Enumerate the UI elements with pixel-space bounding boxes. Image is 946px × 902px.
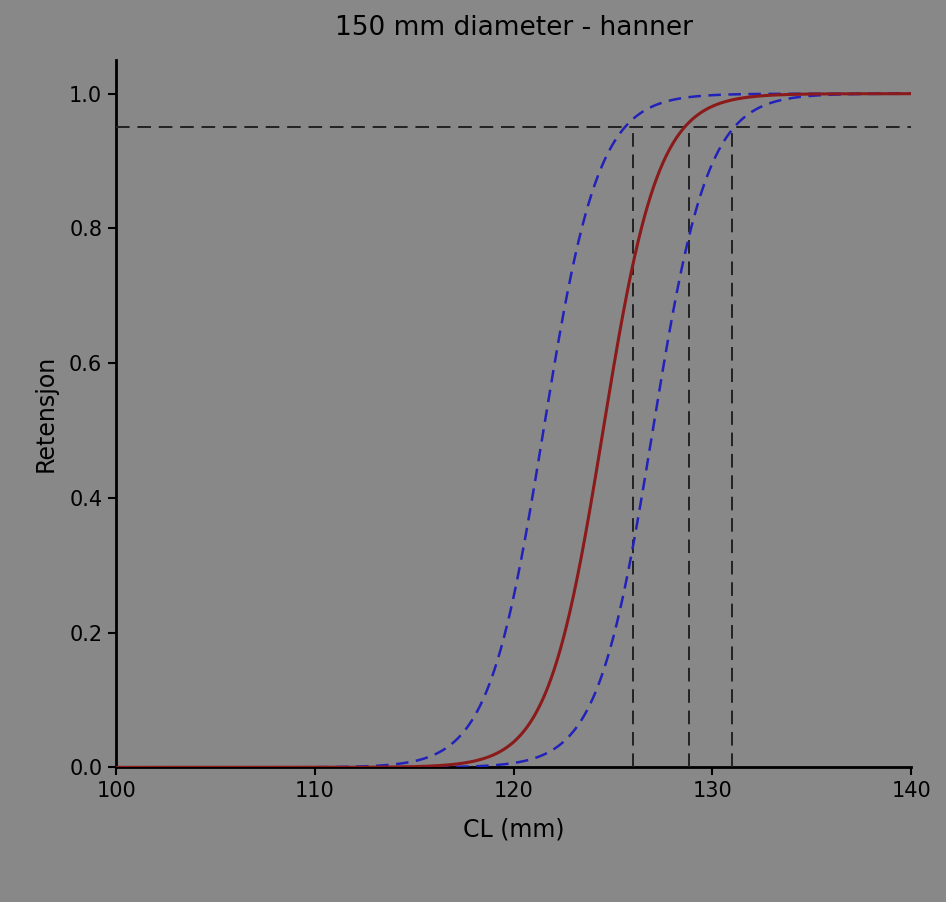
X-axis label: CL (mm): CL (mm) <box>463 818 565 842</box>
Title: 150 mm diameter - hanner: 150 mm diameter - hanner <box>335 15 692 41</box>
Y-axis label: Retensjon: Retensjon <box>34 355 58 473</box>
